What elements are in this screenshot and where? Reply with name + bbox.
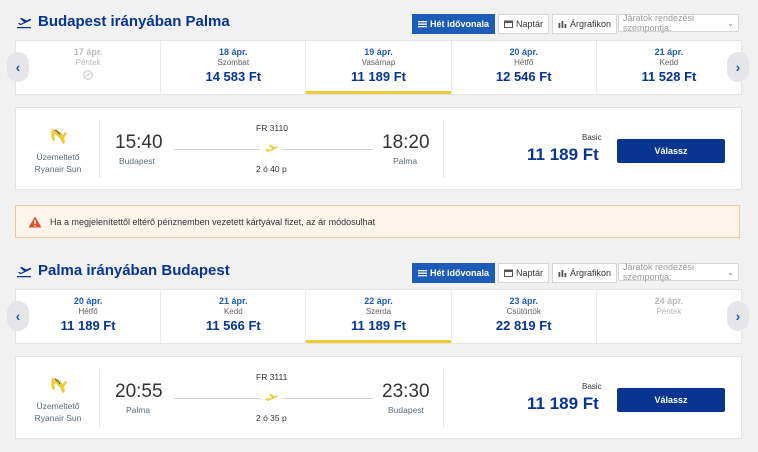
outbound-next-week-button[interactable]: › [727, 52, 749, 82]
inbound-section-title: Palma irányában Budapest [16, 262, 230, 279]
operator-name: Ryanair Sun [34, 413, 82, 423]
route-line [282, 398, 373, 399]
arrival-city: Budapest [388, 405, 424, 415]
arrival-time: 18:20 [382, 132, 430, 153]
no-flight-icon [83, 70, 93, 80]
fare-type: Basic [582, 133, 602, 142]
chevron-left-icon: ‹ [15, 308, 21, 324]
chevron-left-icon: ‹ [15, 59, 21, 75]
outbound-date-cell[interactable]: 18 ápr. Szombat 14 583 Ft [161, 41, 307, 94]
departure-city: Palma [126, 405, 151, 415]
plane-takeoff-icon [17, 266, 32, 277]
bar-chart-icon [558, 21, 567, 28]
departure-time: 20:55 [115, 381, 163, 402]
chevron-down-icon: ⌄ [727, 267, 734, 277]
outbound-date-cell: 17 ápr. Péntek [16, 41, 162, 94]
tab-week-timeline[interactable]: Hét idővonala [412, 14, 496, 34]
inbound-date-bar: 20 ápr. Hétfő 11 189 Ft 21 ápr. Kedd 11 … [15, 289, 742, 344]
departure-time: 15:40 [115, 132, 163, 153]
outbound-flight-card: Üzemeltető Ryanair Sun 15:40 Budapest FR… [15, 107, 742, 190]
divider [443, 120, 444, 178]
tab-week-timeline[interactable]: Hét idővonala [412, 263, 496, 283]
plane-icon [265, 393, 278, 401]
departure-city: Budapest [119, 156, 155, 166]
outbound-sort-select[interactable]: Járatok rendezési szempontja: ⌄ [618, 13, 739, 33]
plane-takeoff-icon [17, 17, 32, 28]
chevron-right-icon: › [735, 59, 741, 75]
arrival-time: 23:30 [382, 381, 430, 402]
chevron-right-icon: › [735, 308, 741, 324]
operator-label: Üzemeltető [36, 152, 80, 162]
outbound-view-tabs: Hét idővonala Naptár Árgrafikon [412, 14, 618, 34]
outbound-date-cell-selected[interactable]: 19 ápr. Vasárnap 11 189 Ft [306, 41, 452, 94]
notice-text: Ha a megjelenítettől eltérő pénznemben v… [50, 216, 376, 227]
list-icon [418, 21, 427, 28]
select-flight-button[interactable]: Válassz [617, 139, 725, 163]
inbound-date-cell: 24 ápr. Péntek [654, 296, 684, 316]
inbound-date-cell[interactable]: 21 ápr. Kedd 11 566 Ft [161, 290, 307, 343]
currency-notice: Ha a megjelenítettől eltérő pénznemben v… [15, 205, 740, 238]
inbound-next-week-button[interactable]: › [727, 301, 749, 331]
flight-duration: 2 ó 35 p [256, 413, 287, 423]
calendar-icon [504, 269, 514, 277]
tab-calendar[interactable]: Naptár [498, 263, 550, 283]
calendar-icon [504, 20, 514, 28]
tab-price-chart[interactable]: Árgrafikon [552, 263, 618, 283]
outbound-title: Budapest irányában Palma [38, 13, 230, 30]
ryanair-logo-icon [51, 129, 67, 144]
select-flight-button[interactable]: Válassz [617, 388, 725, 412]
inbound-date-cell[interactable]: 23 ápr. Csütörtök 22 819 Ft [452, 290, 597, 343]
inbound-date-cell[interactable]: 20 ápr. Hétfő 11 189 Ft [16, 290, 162, 343]
divider [99, 120, 100, 178]
tab-calendar[interactable]: Naptár [498, 14, 550, 34]
tab-price-chart[interactable]: Árgrafikon [552, 14, 618, 34]
inbound-title: Palma irányában Budapest [38, 262, 230, 279]
route-line [174, 149, 260, 150]
flight-duration: 2 ó 40 p [256, 164, 287, 174]
plane-icon [265, 144, 278, 152]
divider [443, 369, 444, 427]
fare-price: 11 189 Ft [527, 394, 599, 413]
inbound-date-cell-selected[interactable]: 22 ápr. Szerda 11 189 Ft [306, 290, 452, 343]
operator-name: Ryanair Sun [34, 164, 82, 174]
outbound-date-cell[interactable]: 21 ápr. Kedd 11 528 Ft [641, 47, 697, 84]
inbound-prev-week-button[interactable]: ‹ [7, 301, 29, 331]
outbound-section-title: Budapest irányában Palma [16, 13, 230, 30]
fare-price: 11 189 Ft [527, 145, 599, 164]
flight-number: FR 3111 [256, 372, 288, 382]
warning-icon [28, 216, 42, 227]
outbound-prev-week-button[interactable]: ‹ [7, 52, 29, 82]
ryanair-logo-icon [51, 378, 67, 393]
outbound-date-cell[interactable]: 20 ápr. Hétfő 12 546 Ft [452, 41, 597, 94]
fare-type: Basic [582, 382, 602, 391]
inbound-sort-select[interactable]: Járatok rendezési szempontja: ⌄ [618, 262, 739, 282]
inbound-flight-card: Üzemeltető Ryanair Sun 20:55 Palma FR 31… [15, 356, 742, 439]
bar-chart-icon [558, 270, 567, 277]
outbound-date-bar: 17 ápr. Péntek 18 ápr. Szombat 14 583 Ft… [15, 40, 742, 95]
list-icon [418, 270, 427, 277]
operator-label: Üzemeltető [36, 401, 80, 411]
flight-number: FR 3110 [256, 123, 288, 133]
route-line [282, 149, 373, 150]
divider [99, 369, 100, 427]
chevron-down-icon: ⌄ [727, 18, 734, 28]
inbound-view-tabs: Hét idővonala Naptár Árgrafikon [412, 263, 618, 283]
arrival-city: Palma [393, 156, 418, 166]
route-line [174, 398, 260, 399]
